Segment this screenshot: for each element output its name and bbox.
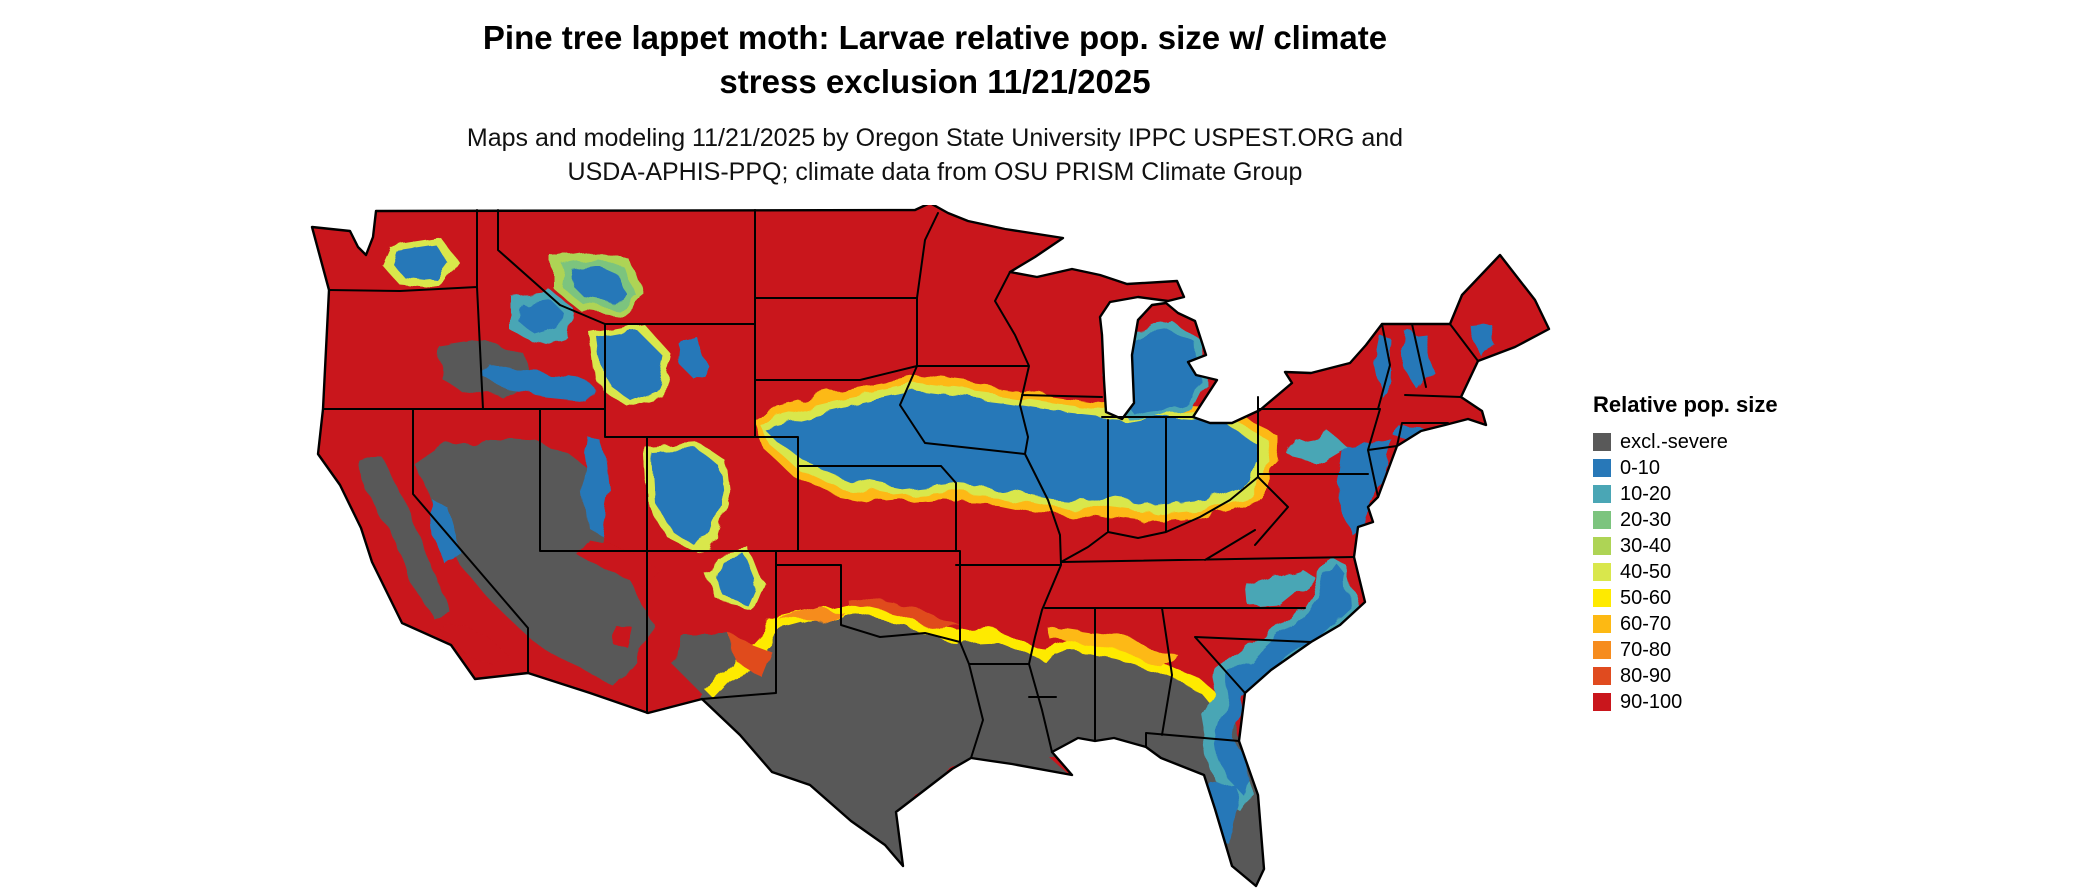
legend-swatch xyxy=(1593,641,1611,659)
region-yellowstone-low xyxy=(600,333,662,400)
legend-item: 30-40 xyxy=(1593,533,1778,559)
legend-swatch xyxy=(1593,563,1611,581)
legend-items: excl.-severe 0-10 10-20 20-30 30-40 40-5… xyxy=(1593,429,1778,715)
legend-swatch xyxy=(1593,537,1611,555)
region-nm-mtns xyxy=(715,555,755,603)
legend-swatch xyxy=(1593,693,1611,711)
region-maine-patch xyxy=(1470,323,1495,353)
legend-label: excl.-severe xyxy=(1620,430,1728,453)
legend-item: excl.-severe xyxy=(1593,429,1778,455)
region-fringe-texas-panhandle xyxy=(780,607,845,623)
legend-swatch xyxy=(1593,433,1611,451)
legend-label: 40-50 xyxy=(1620,560,1672,583)
region-fringe-tennessee xyxy=(1045,625,1180,665)
legend-label: 20-30 xyxy=(1620,508,1672,531)
state-borders xyxy=(322,209,1479,759)
region-excluded-central-valley xyxy=(362,457,448,617)
legend-item: 90-100 xyxy=(1593,689,1778,715)
title-line-2: stress exclusion 11/21/2025 xyxy=(719,62,1151,100)
region-fringe-gray-edge xyxy=(705,603,1230,710)
legend-item: 10-20 xyxy=(1593,481,1778,507)
region-snake-plain xyxy=(485,365,592,401)
region-colorado-rockies xyxy=(652,450,722,543)
region-idaho-mtns xyxy=(518,297,560,335)
subtitle-line-2: USDA-APHIS-PPQ; climate data from OSU PR… xyxy=(567,157,1303,186)
page-title: Pine tree lappet moth: Larvae relative p… xyxy=(285,16,1585,103)
region-fringe-oklahoma xyxy=(845,597,962,629)
legend-label: 50-60 xyxy=(1620,586,1672,609)
region-mogollon-rim xyxy=(572,535,660,587)
region-excluded-south xyxy=(700,607,1275,886)
region-fringe-west-texas xyxy=(730,635,770,675)
subtitle-line-1: Maps and modeling 11/21/2025 by Oregon S… xyxy=(466,124,1404,152)
region-appalachia-stripe xyxy=(1248,567,1315,607)
region-se-coast-low xyxy=(1215,563,1350,790)
region-socal-mtns xyxy=(440,625,510,667)
us-map-svg xyxy=(310,201,1551,888)
legend-item: 40-50 xyxy=(1593,559,1778,585)
legend-swatch xyxy=(1593,589,1611,607)
legend-swatch xyxy=(1593,511,1611,529)
legend-label: 10-20 xyxy=(1620,482,1672,505)
region-vt-nh xyxy=(1405,333,1432,390)
legend-label: 90-100 xyxy=(1620,690,1683,713)
title-line-1: Pine tree lappet moth: Larvae relative p… xyxy=(482,19,1388,56)
legend-label: 30-40 xyxy=(1620,534,1672,557)
region-montana-low xyxy=(572,269,626,301)
legend-item: 0-10 xyxy=(1593,455,1778,481)
legend-title: Relative pop. size xyxy=(1593,392,1778,417)
region-bighorn xyxy=(678,340,708,377)
region-sky-islands xyxy=(612,625,635,650)
region-mid-atlantic xyxy=(1336,440,1395,535)
region-sierra-east xyxy=(428,495,458,567)
legend-label: 60-70 xyxy=(1620,612,1672,635)
page-subtitle: Maps and modeling 11/21/2025 by Oregon S… xyxy=(285,122,1585,190)
legend: Relative pop. size excl.-severe 0-10 10-… xyxy=(1593,392,1778,715)
region-wasatch xyxy=(582,437,610,535)
region-michigan-low xyxy=(1112,330,1200,415)
legend-swatch xyxy=(1593,615,1611,633)
legend-swatch xyxy=(1593,459,1611,477)
region-columbia-basin xyxy=(392,245,450,281)
legend-item: 60-70 xyxy=(1593,611,1778,637)
legend-label: 0-10 xyxy=(1620,456,1661,479)
legend-swatch xyxy=(1593,667,1611,685)
region-pa-ridge xyxy=(1290,433,1345,463)
legend-item: 20-30 xyxy=(1593,507,1778,533)
region-band-low-central xyxy=(762,393,1264,507)
legend-item: 80-90 xyxy=(1593,663,1778,689)
map-region-layer xyxy=(362,237,1495,886)
us-outline xyxy=(310,201,1551,888)
legend-label: 70-80 xyxy=(1620,638,1672,661)
legend-swatch xyxy=(1593,485,1611,503)
legend-item: 70-80 xyxy=(1593,637,1778,663)
legend-item: 50-60 xyxy=(1593,585,1778,611)
us-map xyxy=(300,201,1570,892)
legend-label: 80-90 xyxy=(1620,664,1672,687)
